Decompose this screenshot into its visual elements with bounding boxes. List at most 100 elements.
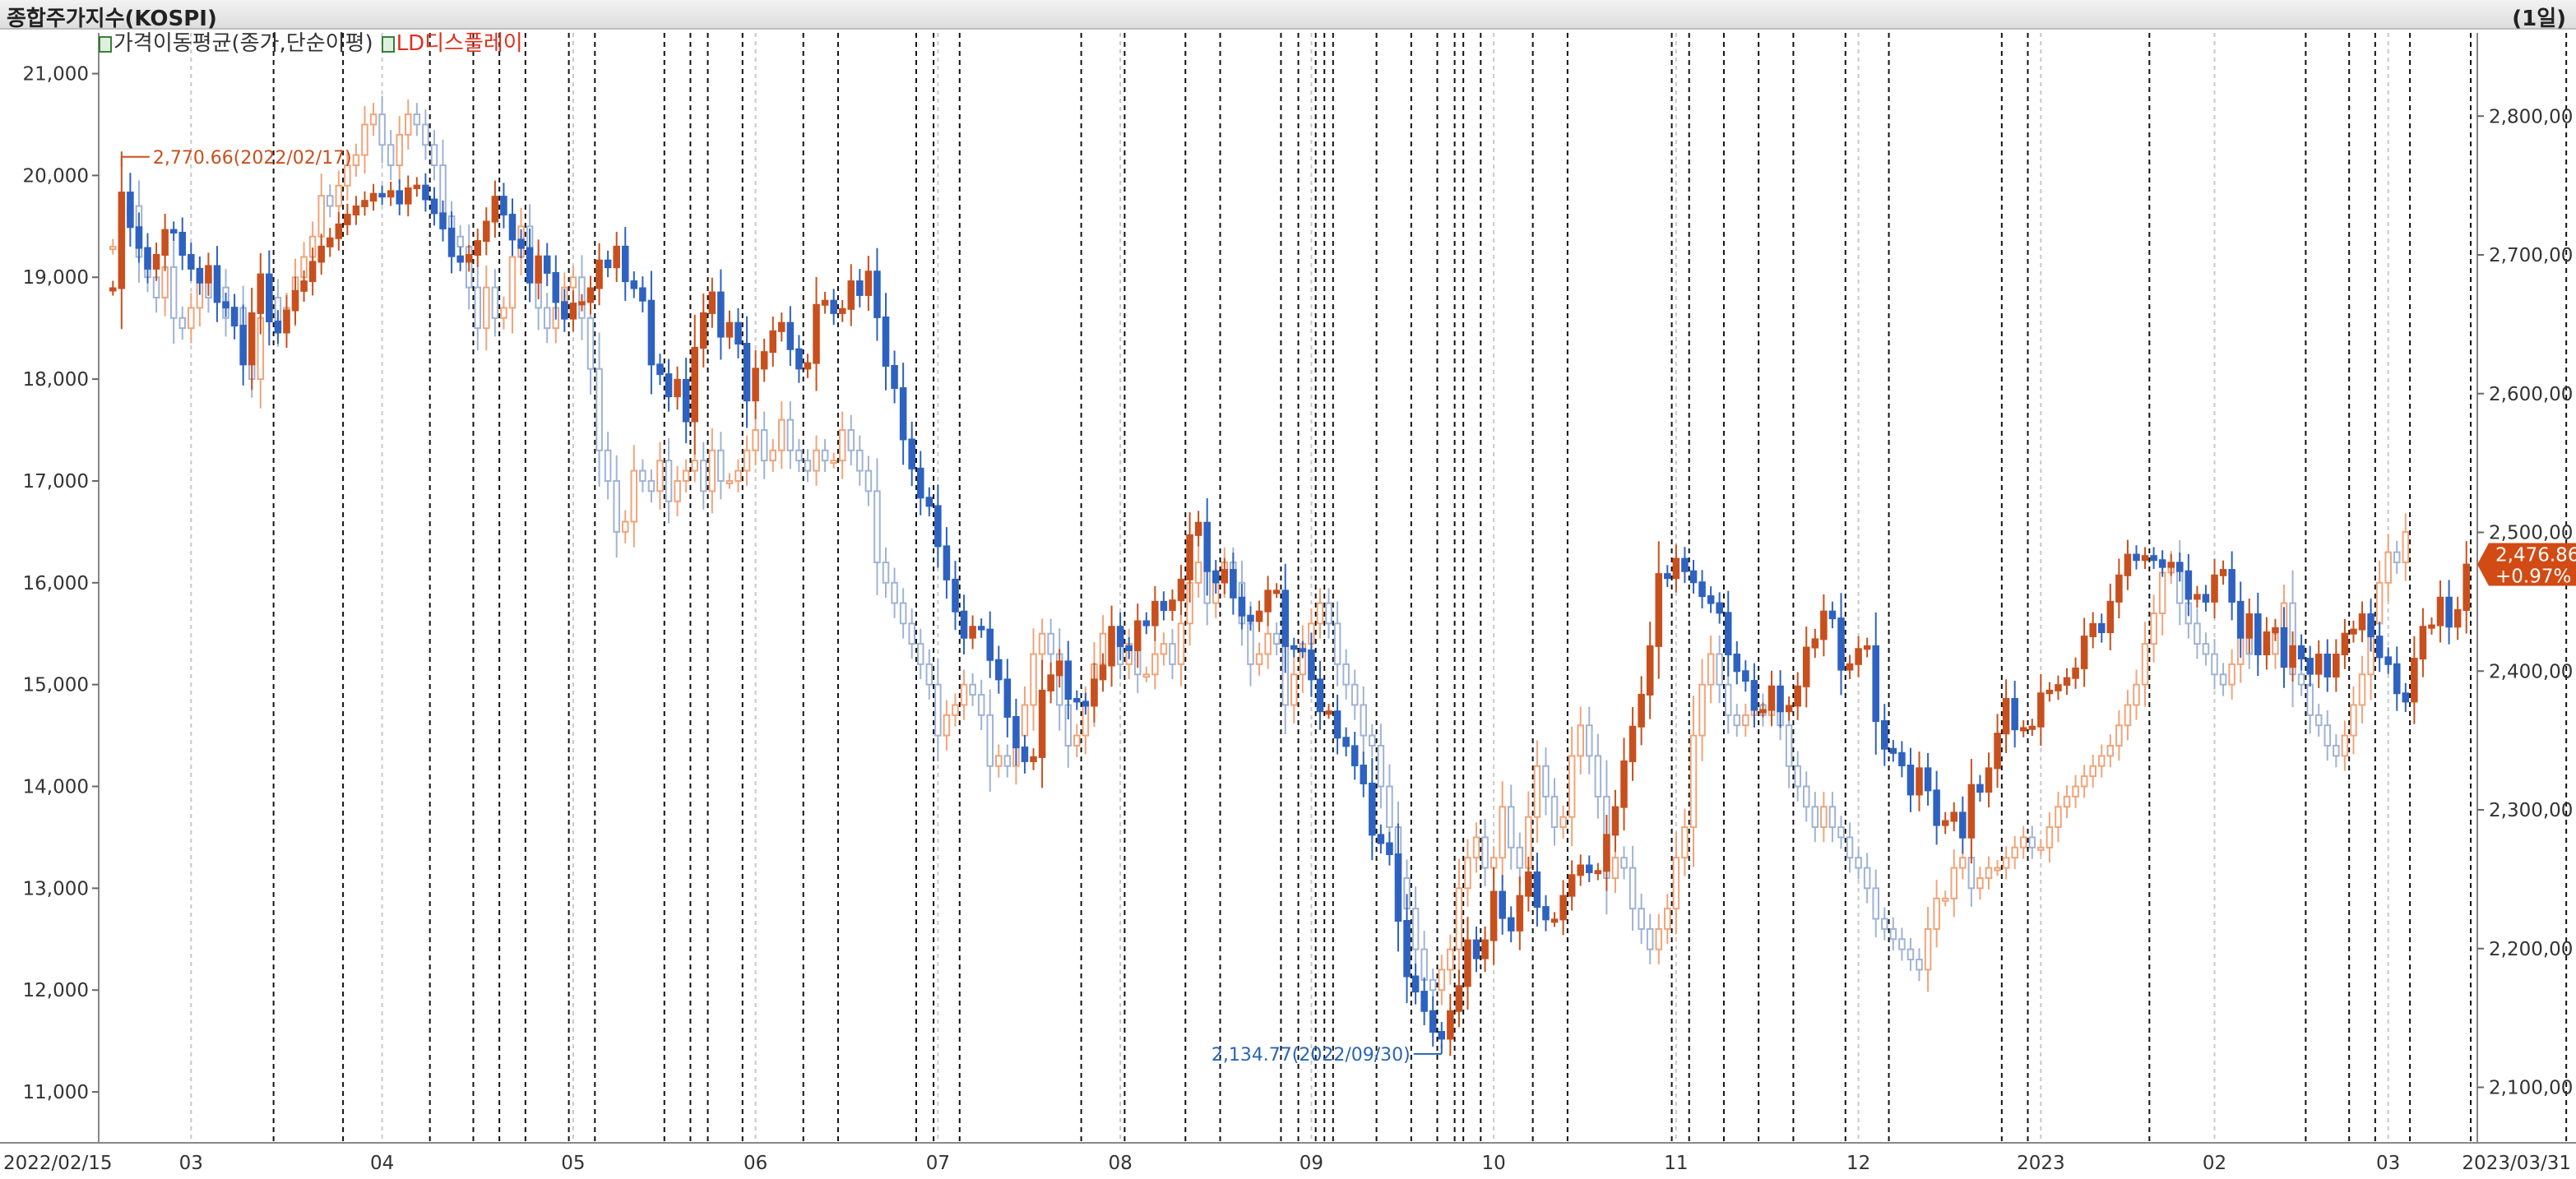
kospi-candle <box>1272 590 1281 594</box>
ld-candle <box>804 460 812 472</box>
kospi-candle <box>2072 667 2079 679</box>
ld-candle <box>795 449 803 462</box>
kospi-candle <box>1030 756 1037 762</box>
ld-candle <box>326 195 334 207</box>
ld-candle <box>1577 724 1584 757</box>
kospi-candle <box>1091 678 1098 707</box>
kospi-candle <box>1064 660 1073 700</box>
ld-candle <box>1160 643 1168 655</box>
legend-moving-average[interactable]: 가격이동평균(종가,단순이평) <box>114 31 373 56</box>
kospi-candle <box>725 321 734 338</box>
ld-candle <box>1351 683 1359 706</box>
right-tick-label: 2,200,00 <box>2489 939 2573 960</box>
period-label[interactable]: (1일) <box>2512 7 2566 31</box>
ld-candle <box>2115 724 2123 747</box>
ld-candle <box>1889 927 1897 941</box>
kospi-candle <box>1802 646 1810 687</box>
kospi-candle <box>2393 663 2401 695</box>
axes: 2022/02/15 03 04 05 06 07 08 09 10 11 12 2023 02 03 20… <box>0 33 2576 1174</box>
kospi-candle <box>682 378 690 423</box>
ld-candle <box>769 449 777 462</box>
left-tick-label: 13,000 <box>23 878 89 899</box>
kospi-candle <box>1611 806 1619 836</box>
ld-candle <box>1568 755 1576 818</box>
ld-candle <box>1272 632 1281 645</box>
kospi-candle <box>456 255 464 263</box>
kospi-candle <box>413 184 421 189</box>
kospi-candle <box>1481 939 1489 959</box>
kospi-candle <box>786 321 795 350</box>
kospi-candle <box>2280 626 2288 668</box>
ld-candle <box>2055 806 2062 829</box>
ld-candle <box>1420 948 1428 981</box>
ld-candle <box>630 469 638 523</box>
ld-candle <box>1672 857 1680 910</box>
kospi-candle <box>1655 573 1663 647</box>
ld-candle <box>1533 765 1541 818</box>
ld-candle <box>2202 643 2210 655</box>
kospi-candle <box>665 373 673 398</box>
legend: 가격이동평균(종가,단순이평) LD디스플레이 <box>99 30 523 58</box>
kospi-candle <box>830 299 837 314</box>
x-tick-label: 10 <box>1481 1153 1505 1174</box>
kospi-candle <box>2106 600 2115 633</box>
kospi-candle <box>1490 890 1498 941</box>
kospi-candle <box>943 545 951 580</box>
kospi-candle <box>2254 613 2262 655</box>
ld-candle <box>1976 876 1984 890</box>
ld-candle <box>604 449 612 482</box>
ld-candle <box>813 449 820 472</box>
kospi-candle <box>1516 895 1524 932</box>
kospi-candle <box>1750 680 1758 711</box>
kospi-candle <box>1638 693 1645 728</box>
kospi-candle <box>1907 765 1915 796</box>
ld-candle <box>378 113 386 146</box>
ld-candle <box>1594 755 1602 798</box>
ld-candle <box>778 418 785 451</box>
ld-candle <box>178 317 187 330</box>
ld-candle <box>1438 969 1446 992</box>
ld-candle <box>934 683 942 737</box>
kospi-candle <box>916 467 924 499</box>
kospi-candle <box>361 200 368 207</box>
ld-candle <box>396 133 403 167</box>
ld-candle <box>943 714 951 737</box>
kospi-candle <box>135 226 143 249</box>
kospi-candle <box>465 254 473 263</box>
kospi-candle <box>1603 834 1610 872</box>
kospi-candle <box>1438 1031 1446 1040</box>
left-tick-label: 21,000 <box>23 64 89 86</box>
legend-checkbox-icon[interactable] <box>99 35 112 53</box>
ld-candle <box>1802 785 1810 808</box>
kospi-candle <box>196 267 204 284</box>
kospi-candle <box>2272 626 2279 633</box>
legend-ld-display[interactable]: LD디스플레이 <box>396 31 523 56</box>
ld-candle <box>1490 857 1498 869</box>
ld-candle <box>1542 765 1550 798</box>
kospi-candle <box>1247 614 1254 622</box>
kospi-candle <box>1255 610 1263 622</box>
kospi-candle <box>1169 599 1176 611</box>
left-tick-label: 12,000 <box>23 980 89 1001</box>
kospi-candle <box>1594 870 1602 875</box>
kospi-candle <box>2375 636 2384 659</box>
ld-candle <box>169 266 178 319</box>
ld-candle <box>387 144 395 167</box>
x-tick-label: 08 <box>1108 1153 1132 1174</box>
kospi-candle <box>1533 871 1541 909</box>
kospi-candle <box>1898 751 1906 766</box>
kospi-candle <box>1837 617 1845 671</box>
legend-checkbox-icon[interactable] <box>381 35 395 53</box>
kospi-candle <box>613 245 620 269</box>
last-price-label: 2,476.86 <box>2495 545 2576 566</box>
ld-candle <box>1620 857 1628 869</box>
right-tick-label: 2,800,00 <box>2489 106 2573 127</box>
kospi-candle <box>821 299 829 306</box>
kospi-candle <box>447 227 456 257</box>
kospi-candle <box>2080 636 2088 669</box>
ld-candle <box>2358 673 2366 706</box>
kospi-candle <box>647 299 656 366</box>
ld-candle <box>2011 846 2018 859</box>
x-tick-label: 2022/02/15 <box>3 1153 113 1174</box>
